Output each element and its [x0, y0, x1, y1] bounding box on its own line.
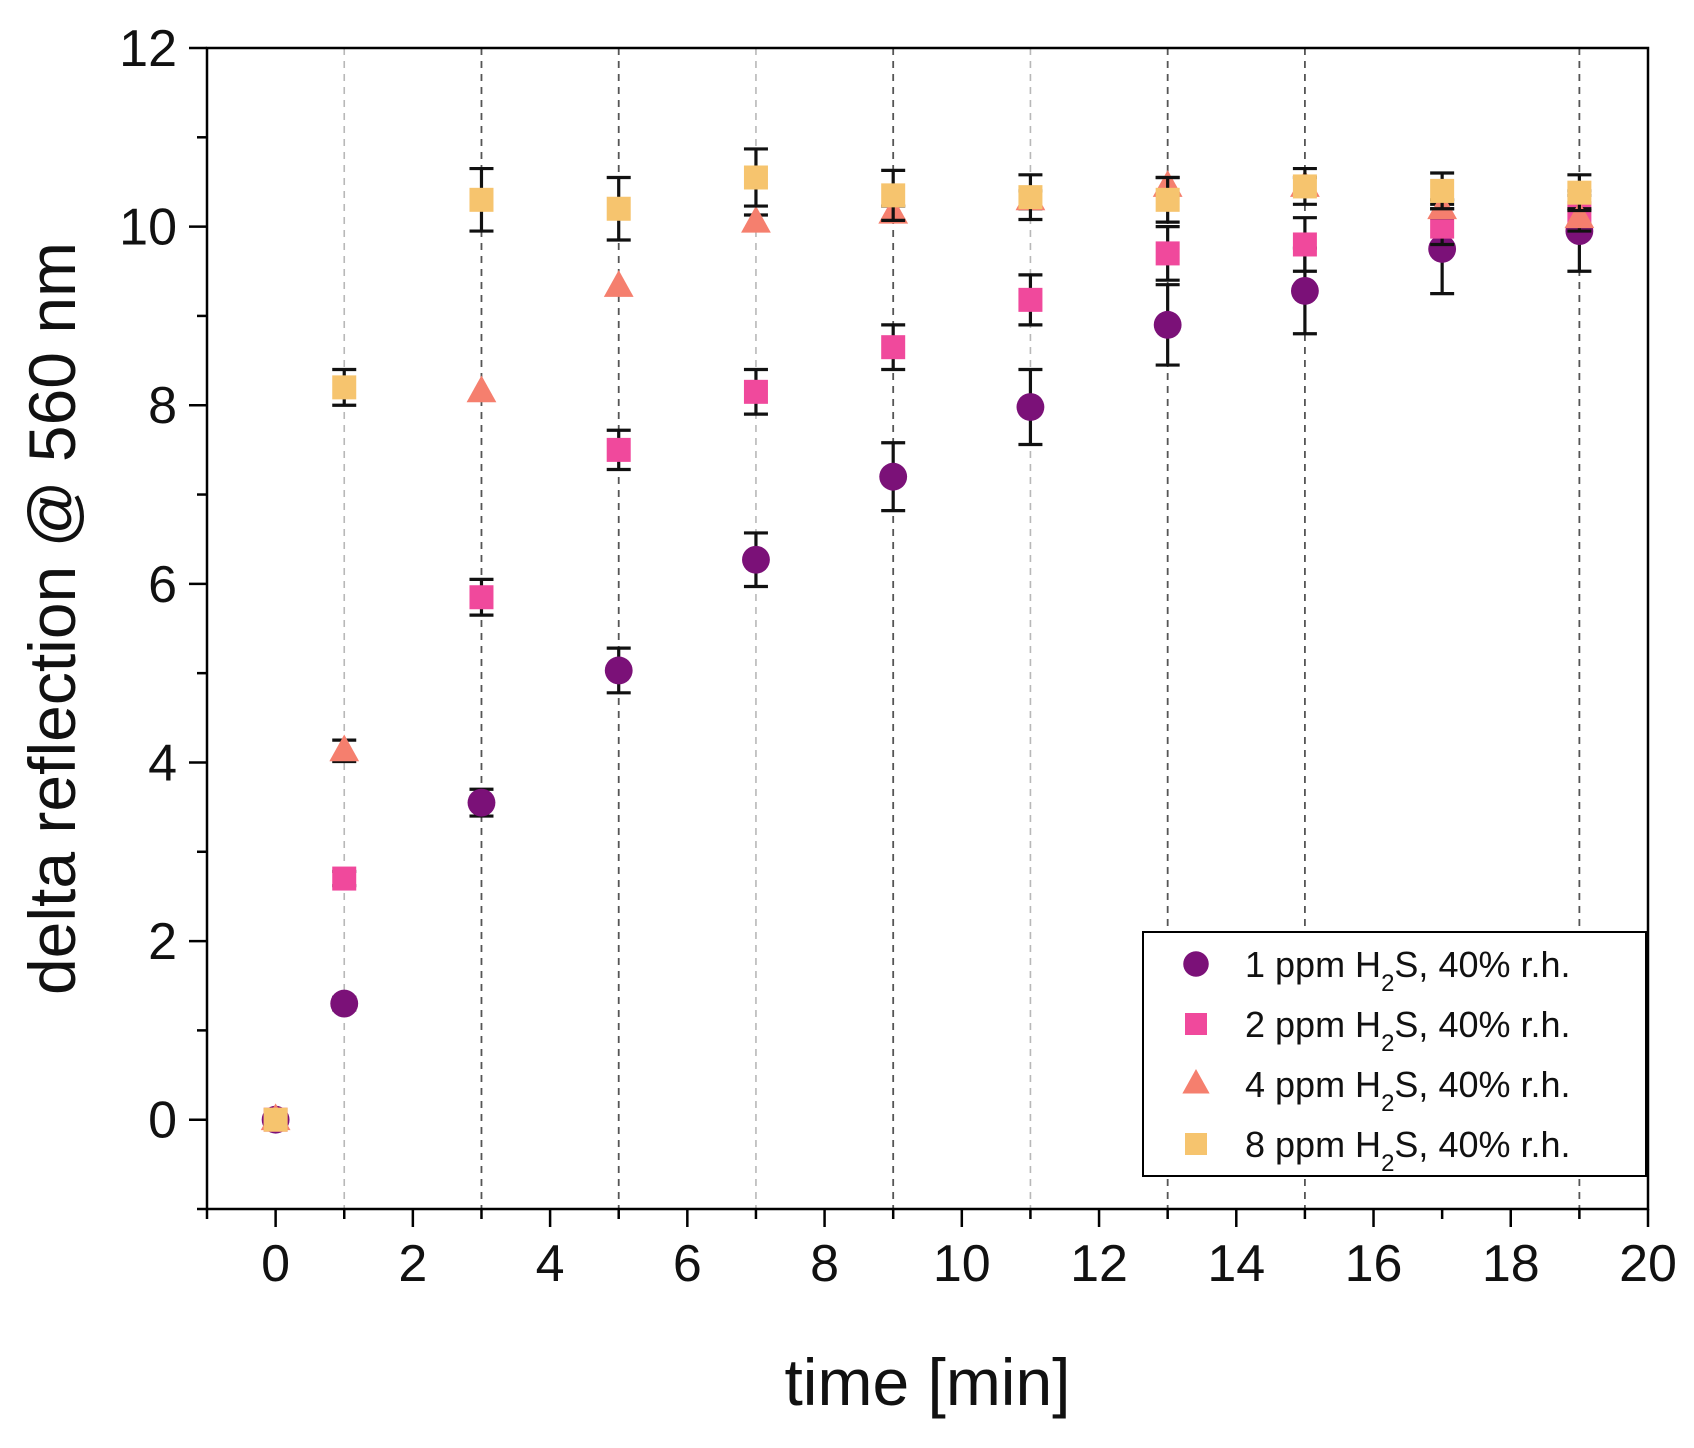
x-tick-label: 4 — [536, 1235, 565, 1293]
data-point — [743, 379, 768, 404]
legend-item: 1 ppm H2S, 40% r.h. — [1183, 944, 1571, 997]
data-point — [1016, 393, 1045, 421]
y-tick-label: 10 — [119, 199, 177, 257]
x-tick-label: 16 — [1345, 1235, 1403, 1293]
axes — [205, 46, 1650, 1211]
x-tick-label: 2 — [398, 1235, 427, 1293]
data-point — [1290, 276, 1319, 305]
y-axis-title: delta reflection @ 560 nm — [15, 242, 89, 995]
data-point — [469, 585, 494, 610]
legend-label-part: 4 ppm H — [1245, 1064, 1381, 1105]
y-tick-label: 6 — [148, 556, 177, 614]
data-point — [1564, 201, 1595, 229]
data-point — [604, 656, 633, 685]
x-tick-label: 20 — [1619, 1235, 1677, 1293]
legend-label: 8 ppm H2S, 40% r.h. — [1245, 1124, 1571, 1177]
legend-marker — [1183, 951, 1209, 977]
plot-frame — [205, 46, 1650, 1211]
data-point — [1018, 185, 1043, 210]
data-point — [329, 734, 360, 762]
x-axis-title: time [min] — [784, 1345, 1070, 1419]
series-4 — [263, 147, 1592, 1132]
x-tick-label: 14 — [1207, 1235, 1265, 1293]
data-point — [879, 462, 908, 491]
data-point — [330, 989, 359, 1018]
data-point — [1428, 235, 1457, 263]
data-point — [1430, 178, 1455, 203]
legend-label-part: S, 40% r.h. — [1394, 944, 1570, 985]
legend-label-subscript: 2 — [1381, 1030, 1394, 1057]
legend-label-part: S, 40% r.h. — [1394, 1004, 1570, 1045]
data-point — [603, 270, 634, 297]
legend-item: 8 ppm H2S, 40% r.h. — [1185, 1124, 1571, 1177]
legend-label-subscript: 2 — [1381, 1090, 1394, 1117]
data-point — [1292, 232, 1317, 257]
data-point — [332, 375, 357, 400]
legend: 1 ppm H2S, 40% r.h.2 ppm H2S, 40% r.h.4 … — [1142, 931, 1647, 1177]
legend-label-part: S, 40% r.h. — [1394, 1124, 1570, 1165]
legend-label-part: 1 ppm H — [1245, 944, 1381, 985]
series-2 — [263, 193, 1592, 1132]
data-point — [881, 183, 906, 208]
legend-box — [1142, 931, 1647, 1177]
data-point — [742, 545, 770, 574]
legend-label-subscript: 2 — [1381, 970, 1394, 997]
series-layer — [260, 147, 1595, 1134]
data-point — [1155, 187, 1180, 212]
legend-label-part: 8 ppm H — [1245, 1124, 1381, 1165]
legend-marker — [1185, 1133, 1207, 1155]
data-point — [1153, 310, 1182, 339]
y-tick-label: 12 — [119, 20, 177, 78]
data-point — [606, 437, 631, 462]
data-point — [467, 788, 496, 817]
data-point — [1292, 174, 1317, 199]
data-point — [332, 866, 357, 891]
legend-label-subscript: 2 — [1381, 1150, 1394, 1177]
data-point — [263, 1107, 288, 1132]
data-point — [741, 205, 771, 233]
legend-marker — [1182, 1068, 1210, 1094]
y-tick-label: 0 — [148, 1092, 177, 1150]
data-point — [743, 165, 768, 190]
x-tick-label: 18 — [1482, 1235, 1540, 1293]
x-tick-label: 12 — [1070, 1235, 1128, 1293]
x-tick-label: 0 — [261, 1235, 290, 1293]
legend-label-part: 2 ppm H — [1245, 1004, 1381, 1045]
legend-label-part: S, 40% r.h. — [1394, 1064, 1570, 1105]
x-tick-label: 8 — [810, 1235, 839, 1293]
legend-item: 2 ppm H2S, 40% r.h. — [1185, 1004, 1571, 1057]
legend-label: 1 ppm H2S, 40% r.h. — [1245, 944, 1571, 997]
data-point — [466, 375, 497, 403]
data-point — [1567, 180, 1592, 205]
x-axis-ticks: 0 2 4 6 8 10 12 14 16 18 20 — [205, 1209, 1677, 1293]
y-tick-label: 8 — [148, 377, 177, 435]
x-tick-label: 6 — [673, 1235, 702, 1293]
legend-marker — [1185, 1013, 1207, 1035]
data-point — [1018, 287, 1043, 312]
y-axis-ticks: 0 2 4 6 8 10 12 — [119, 20, 207, 1211]
data-point — [1155, 241, 1180, 266]
data-point — [881, 335, 906, 360]
data-point — [469, 187, 494, 212]
y-tick-label: 2 — [148, 913, 177, 971]
legend-item: 4 ppm H2S, 40% r.h. — [1182, 1064, 1571, 1117]
x-tick-label: 10 — [933, 1235, 991, 1293]
legend-label: 2 ppm H2S, 40% r.h. — [1245, 1004, 1571, 1057]
y-tick-label: 4 — [148, 734, 177, 792]
data-point — [606, 196, 631, 221]
legend-label: 4 ppm H2S, 40% r.h. — [1245, 1064, 1571, 1117]
